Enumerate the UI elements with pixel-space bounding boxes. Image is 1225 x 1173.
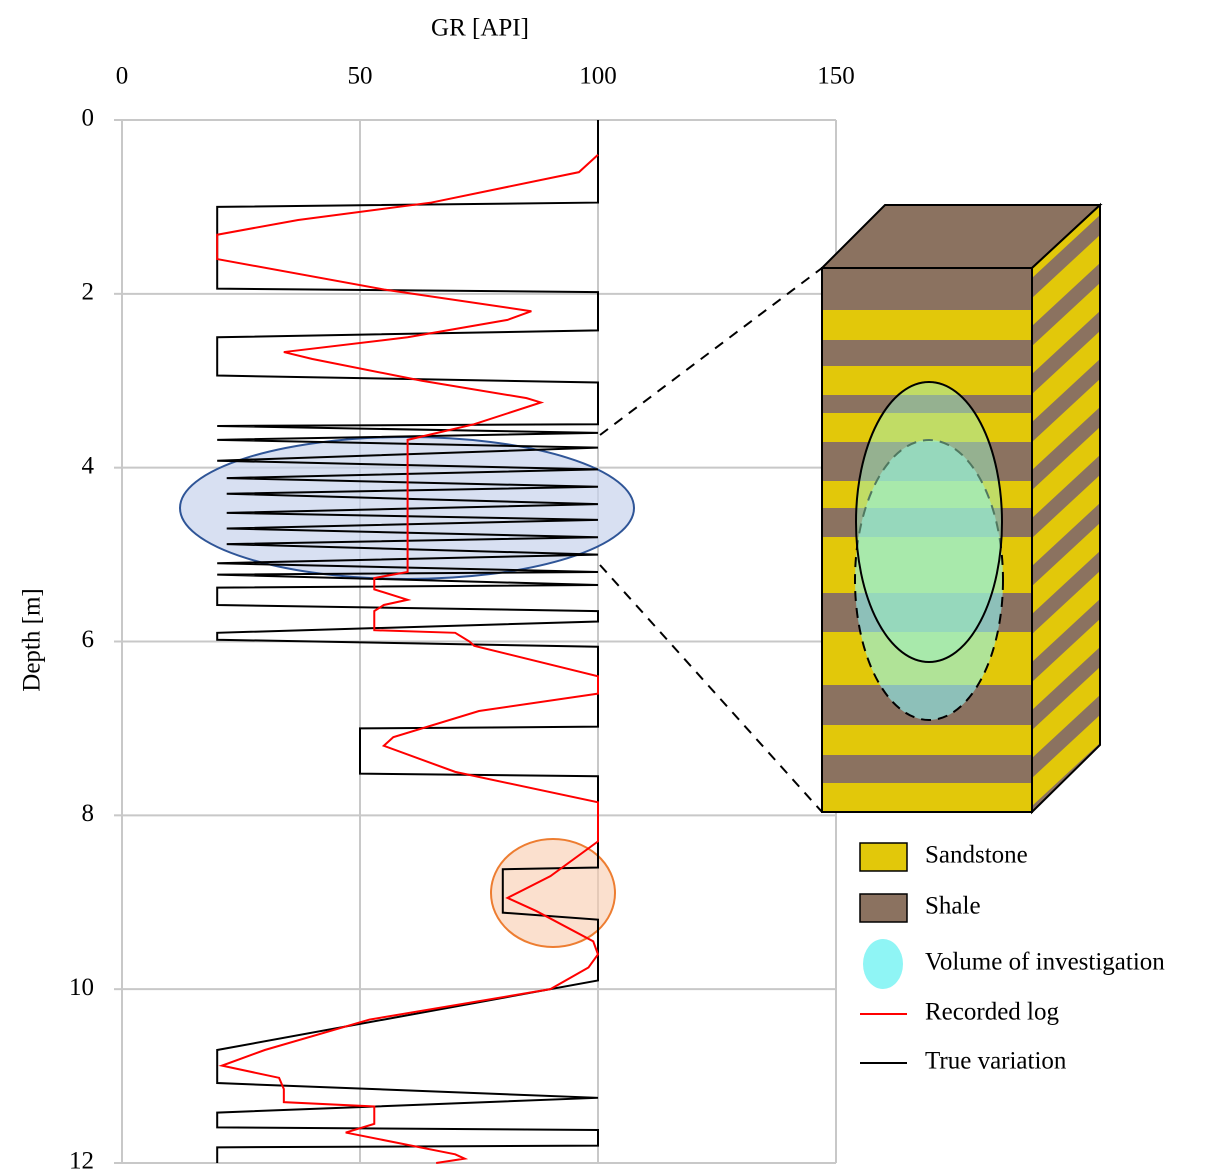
legend-label: Volume of investigation (925, 949, 1165, 976)
y-tick-label: 2 (82, 279, 95, 306)
y-tick-label: 12 (69, 1148, 94, 1173)
axes: GR [API] Depth [m] 0 50 100 150 0 2 4 6 8 10 12 (19, 15, 855, 1173)
x-tick-label: 100 (579, 63, 617, 90)
y-tick-label: 4 (82, 452, 95, 479)
grid (122, 120, 836, 1163)
legend-label: Recorded log (925, 999, 1059, 1026)
highlight-ellipse (491, 839, 615, 947)
y-tick-label: 8 (82, 800, 95, 827)
sand-layer (822, 725, 1032, 755)
y-tick-label: 6 (82, 626, 95, 653)
log-line (217, 155, 598, 1163)
x-tick-label: 50 (348, 63, 373, 90)
sand-layer (822, 783, 1032, 812)
x-tick-label: 150 (817, 63, 855, 90)
x-tick-label: 0 (116, 63, 129, 90)
rock-block (822, 187, 1102, 820)
y-tick-label: 0 (82, 105, 95, 132)
legend-swatch (863, 939, 903, 989)
zoom-line (600, 565, 822, 812)
legend: Sandstone Shale Volume of investigation Rec… (860, 842, 1165, 1075)
sand-layer (822, 310, 1032, 340)
legend-label: Sandstone (925, 842, 1028, 869)
annotations (180, 268, 822, 947)
y-axis-title: Depth [m] (19, 588, 46, 691)
chart: GR [API] Depth [m] 0 50 100 150 0 2 4 6 8 10 12 Sa… (0, 0, 1225, 1173)
legend-swatch (860, 894, 907, 922)
y-tick-label: 10 (69, 974, 94, 1001)
legend-swatch (860, 843, 907, 871)
block-side (1032, 187, 1102, 820)
legend-label: Shale (925, 893, 981, 920)
investigation-volume (856, 382, 1002, 662)
legend-label: True variation (925, 1048, 1067, 1075)
x-axis-title: GR [API] (431, 15, 529, 42)
